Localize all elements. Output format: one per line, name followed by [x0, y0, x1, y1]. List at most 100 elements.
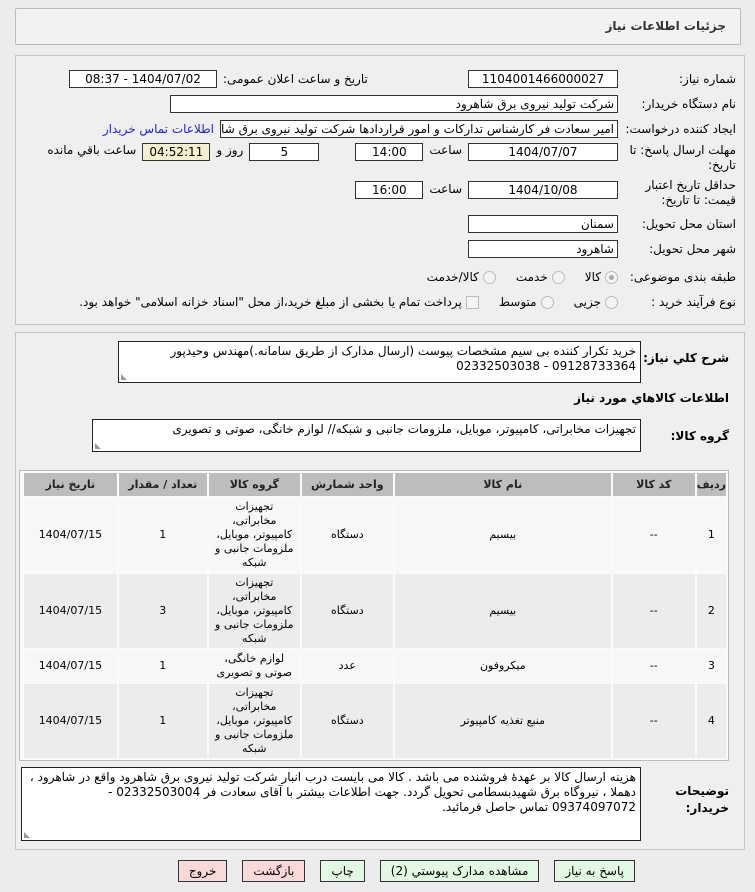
validity-date-field: 1404/10/08: [468, 181, 618, 199]
category-option-both-wrap[interactable]: کالا/خدمت: [427, 270, 496, 284]
group-textarea[interactable]: تجهیزات مخابراتی، کامپیوتر، موبایل، ملزو…: [92, 419, 641, 452]
cell-item-name: بیسیم: [394, 574, 611, 648]
province-row: استان محل تحویل: سمنان: [24, 213, 736, 235]
goods-table: ردیف کد کالا نام کالا واحد شمارش گروه کا…: [22, 471, 728, 760]
notes-text: هزینه ارسال کالا بر عهدهٔ فروشنده می باش…: [29, 770, 636, 814]
category-radio-both[interactable]: [482, 270, 496, 284]
cell-need-date: 1404/07/15: [24, 498, 117, 572]
cell-quantity: 3: [118, 574, 207, 648]
cell-item-name: بیسیم: [394, 498, 611, 572]
cell-item-group: تجهیزات مخابراتی، کامپیوتر، موبایل، ملزو…: [208, 574, 300, 648]
deadline-row: مهلت ارسال پاسخ: تا تاریخ: 1404/07/07 سا…: [24, 143, 736, 175]
resize-grip-icon[interactable]: [24, 832, 30, 838]
cell-need-date: 1404/07/15: [24, 684, 117, 758]
group-row: گروه کالا: تجهیزات مخابراتی، کامپیوتر، م…: [31, 419, 729, 452]
remaining-label: ساعت باقي مانده: [47, 143, 137, 157]
city-row: شهر محل تحویل: شاهرود: [24, 238, 736, 260]
table-row: 4 -- منبع تغذیه کامپیوتر دستگاه تجهیزات مخاب…: [24, 684, 726, 758]
table-row: 2 -- بیسیم دستگاه تجهیزات مخابراتی، کامپیوتر…: [24, 574, 726, 648]
cell-row-number: 1: [696, 498, 726, 572]
province-label: استان محل تحویل:: [641, 216, 736, 231]
print-button[interactable]: چاپ: [320, 860, 365, 882]
col-row: ردیف: [696, 473, 726, 496]
col-group: گروه کالا: [208, 473, 300, 496]
cell-item-group: تجهیزات مخابراتی، کامپیوتر، موبایل، ملزو…: [208, 498, 300, 572]
process-option-minor-wrap[interactable]: جزیی: [574, 295, 618, 309]
table-header-row: ردیف کد کالا نام کالا واحد شمارش گروه کا…: [24, 473, 726, 496]
category-radio-service[interactable]: [551, 270, 565, 284]
deadline-label: مهلت ارسال پاسخ: تا تاریخ:: [629, 143, 736, 172]
cell-unit: عدد: [301, 650, 393, 682]
process-option-medium-wrap[interactable]: متوسط: [499, 295, 554, 309]
cell-quantity: 1: [118, 684, 207, 758]
table-row: 3 -- میکروفون عدد لوازم خانگی، صوتی و تصویری…: [24, 650, 726, 682]
col-unit: واحد شمارش: [301, 473, 393, 496]
col-code: کد کالا: [612, 473, 695, 496]
category-option-goods-wrap[interactable]: کالا: [585, 270, 618, 284]
resize-grip-icon[interactable]: [95, 443, 101, 449]
notes-textarea[interactable]: هزینه ارسال کالا بر عهدهٔ فروشنده می باش…: [21, 767, 641, 841]
cell-row-number: 4: [696, 684, 726, 758]
category-option-service-wrap[interactable]: خدمت: [516, 270, 565, 284]
summary-textarea[interactable]: خرید تکرار کننده بی سیم مشخصات پیوست (ار…: [118, 341, 641, 383]
announce-label: تاریخ و ساعت اعلان عمومی:: [223, 72, 368, 86]
deadline-time-field: 14:00: [355, 143, 424, 161]
exit-button[interactable]: خروج: [177, 860, 228, 882]
process-radio-medium[interactable]: [540, 295, 554, 309]
cell-item-name: منبع تغذیه کامپیوتر: [394, 684, 611, 758]
cell-unit: دستگاه: [301, 684, 393, 758]
validity-row: حداقل تاریخ اعتبار قیمت: تا تاریخ: 1404/…: [24, 178, 736, 210]
buyer-org-field: شرکت تولید نیروی برق شاهرود: [170, 95, 618, 113]
validity-label: حداقل تاریخ اعتبار قیمت: تا تاریخ:: [645, 178, 736, 207]
treasury-payment-wrap[interactable]: پرداخت تمام یا بخشی از مبلغ خرید،از محل …: [79, 295, 479, 309]
back-button[interactable]: بازگشت: [242, 860, 306, 882]
category-option-both: کالا/خدمت: [426, 270, 479, 284]
need-number-row: شماره نیاز: 1104001466000027 تاریخ و ساع…: [24, 68, 736, 90]
cell-quantity: 1: [118, 650, 207, 682]
details-panel: شماره نیاز: 1104001466000027 تاریخ و ساع…: [15, 55, 745, 325]
buyer-org-label: نام دستگاه خریدار:: [641, 96, 737, 111]
need-number-label: شماره نیاز:: [679, 71, 736, 86]
remaining-time-field: 04:52:11: [142, 143, 211, 161]
creator-field: امیر سعادت فر کارشناس تدارکات و امور قرا…: [220, 120, 618, 138]
view-attachments-button[interactable]: مشاهده مدارک پیوستي (2): [379, 860, 540, 882]
col-date: تاریخ نیاز: [24, 473, 117, 496]
col-qty: تعداد / مقدار: [118, 473, 207, 496]
creator-row: ایجاد کننده درخواست: امیر سعادت فر کارشن…: [24, 118, 736, 140]
notes-row: توضیحات خریدار: هزینه ارسال کالا بر عهده…: [17, 767, 729, 841]
category-option-service: خدمت: [515, 270, 548, 284]
province-field: سمنان: [468, 215, 618, 233]
process-option-minor: جزیی: [573, 295, 601, 309]
summary-label: شرح کلي نیاز:: [643, 351, 729, 365]
group-label: گروه کالا:: [670, 429, 729, 443]
city-label: شهر محل تحویل:: [649, 241, 736, 256]
cell-row-number: 2: [696, 574, 726, 648]
cell-item-code: --: [612, 498, 695, 572]
cell-item-name: میکروفون: [394, 650, 611, 682]
table-row: 1 -- بیسیم دستگاه تجهیزات مخابراتی، کامپیوتر…: [24, 498, 726, 572]
resize-grip-icon[interactable]: [121, 374, 127, 380]
process-option-medium: متوسط: [498, 295, 537, 309]
category-radio-goods[interactable]: [605, 270, 618, 284]
announce-field: 1404/07/02 - 08:37: [69, 70, 217, 88]
process-row: نوع فرآیند خرید : جزیی متوسط پرداخت تمام…: [24, 291, 736, 313]
buyer-contact-link[interactable]: اطلاعات تماس خریدار: [102, 122, 214, 136]
summary-row: شرح کلي نیاز: خرید تکرار کننده بی سیم مش…: [31, 341, 729, 383]
category-label: طبقه بندی موضوعی:: [629, 269, 736, 284]
cell-item-code: --: [612, 684, 695, 758]
process-radio-minor[interactable]: [605, 295, 618, 309]
category-option-goods: کالا: [584, 270, 601, 284]
cell-row-number: 3: [696, 650, 726, 682]
city-field: شاهرود: [468, 240, 618, 258]
treasury-payment-note: پرداخت تمام یا بخشی از مبلغ خرید،از محل …: [79, 295, 462, 309]
process-label: نوع فرآیند خرید :: [651, 294, 736, 309]
days-label: روز و: [216, 143, 244, 157]
cell-need-date: 1404/07/15: [24, 650, 117, 682]
validity-time-field: 16:00: [355, 181, 424, 199]
deadline-time-label: ساعت: [429, 143, 462, 157]
reply-button[interactable]: پاسخ به نیاز: [554, 860, 635, 882]
treasury-payment-checkbox[interactable]: [465, 295, 479, 309]
cell-item-code: --: [612, 574, 695, 648]
goods-section-title: اطلاعات کالاهاي مورد نیاز: [574, 391, 729, 405]
col-name: نام کالا: [394, 473, 611, 496]
